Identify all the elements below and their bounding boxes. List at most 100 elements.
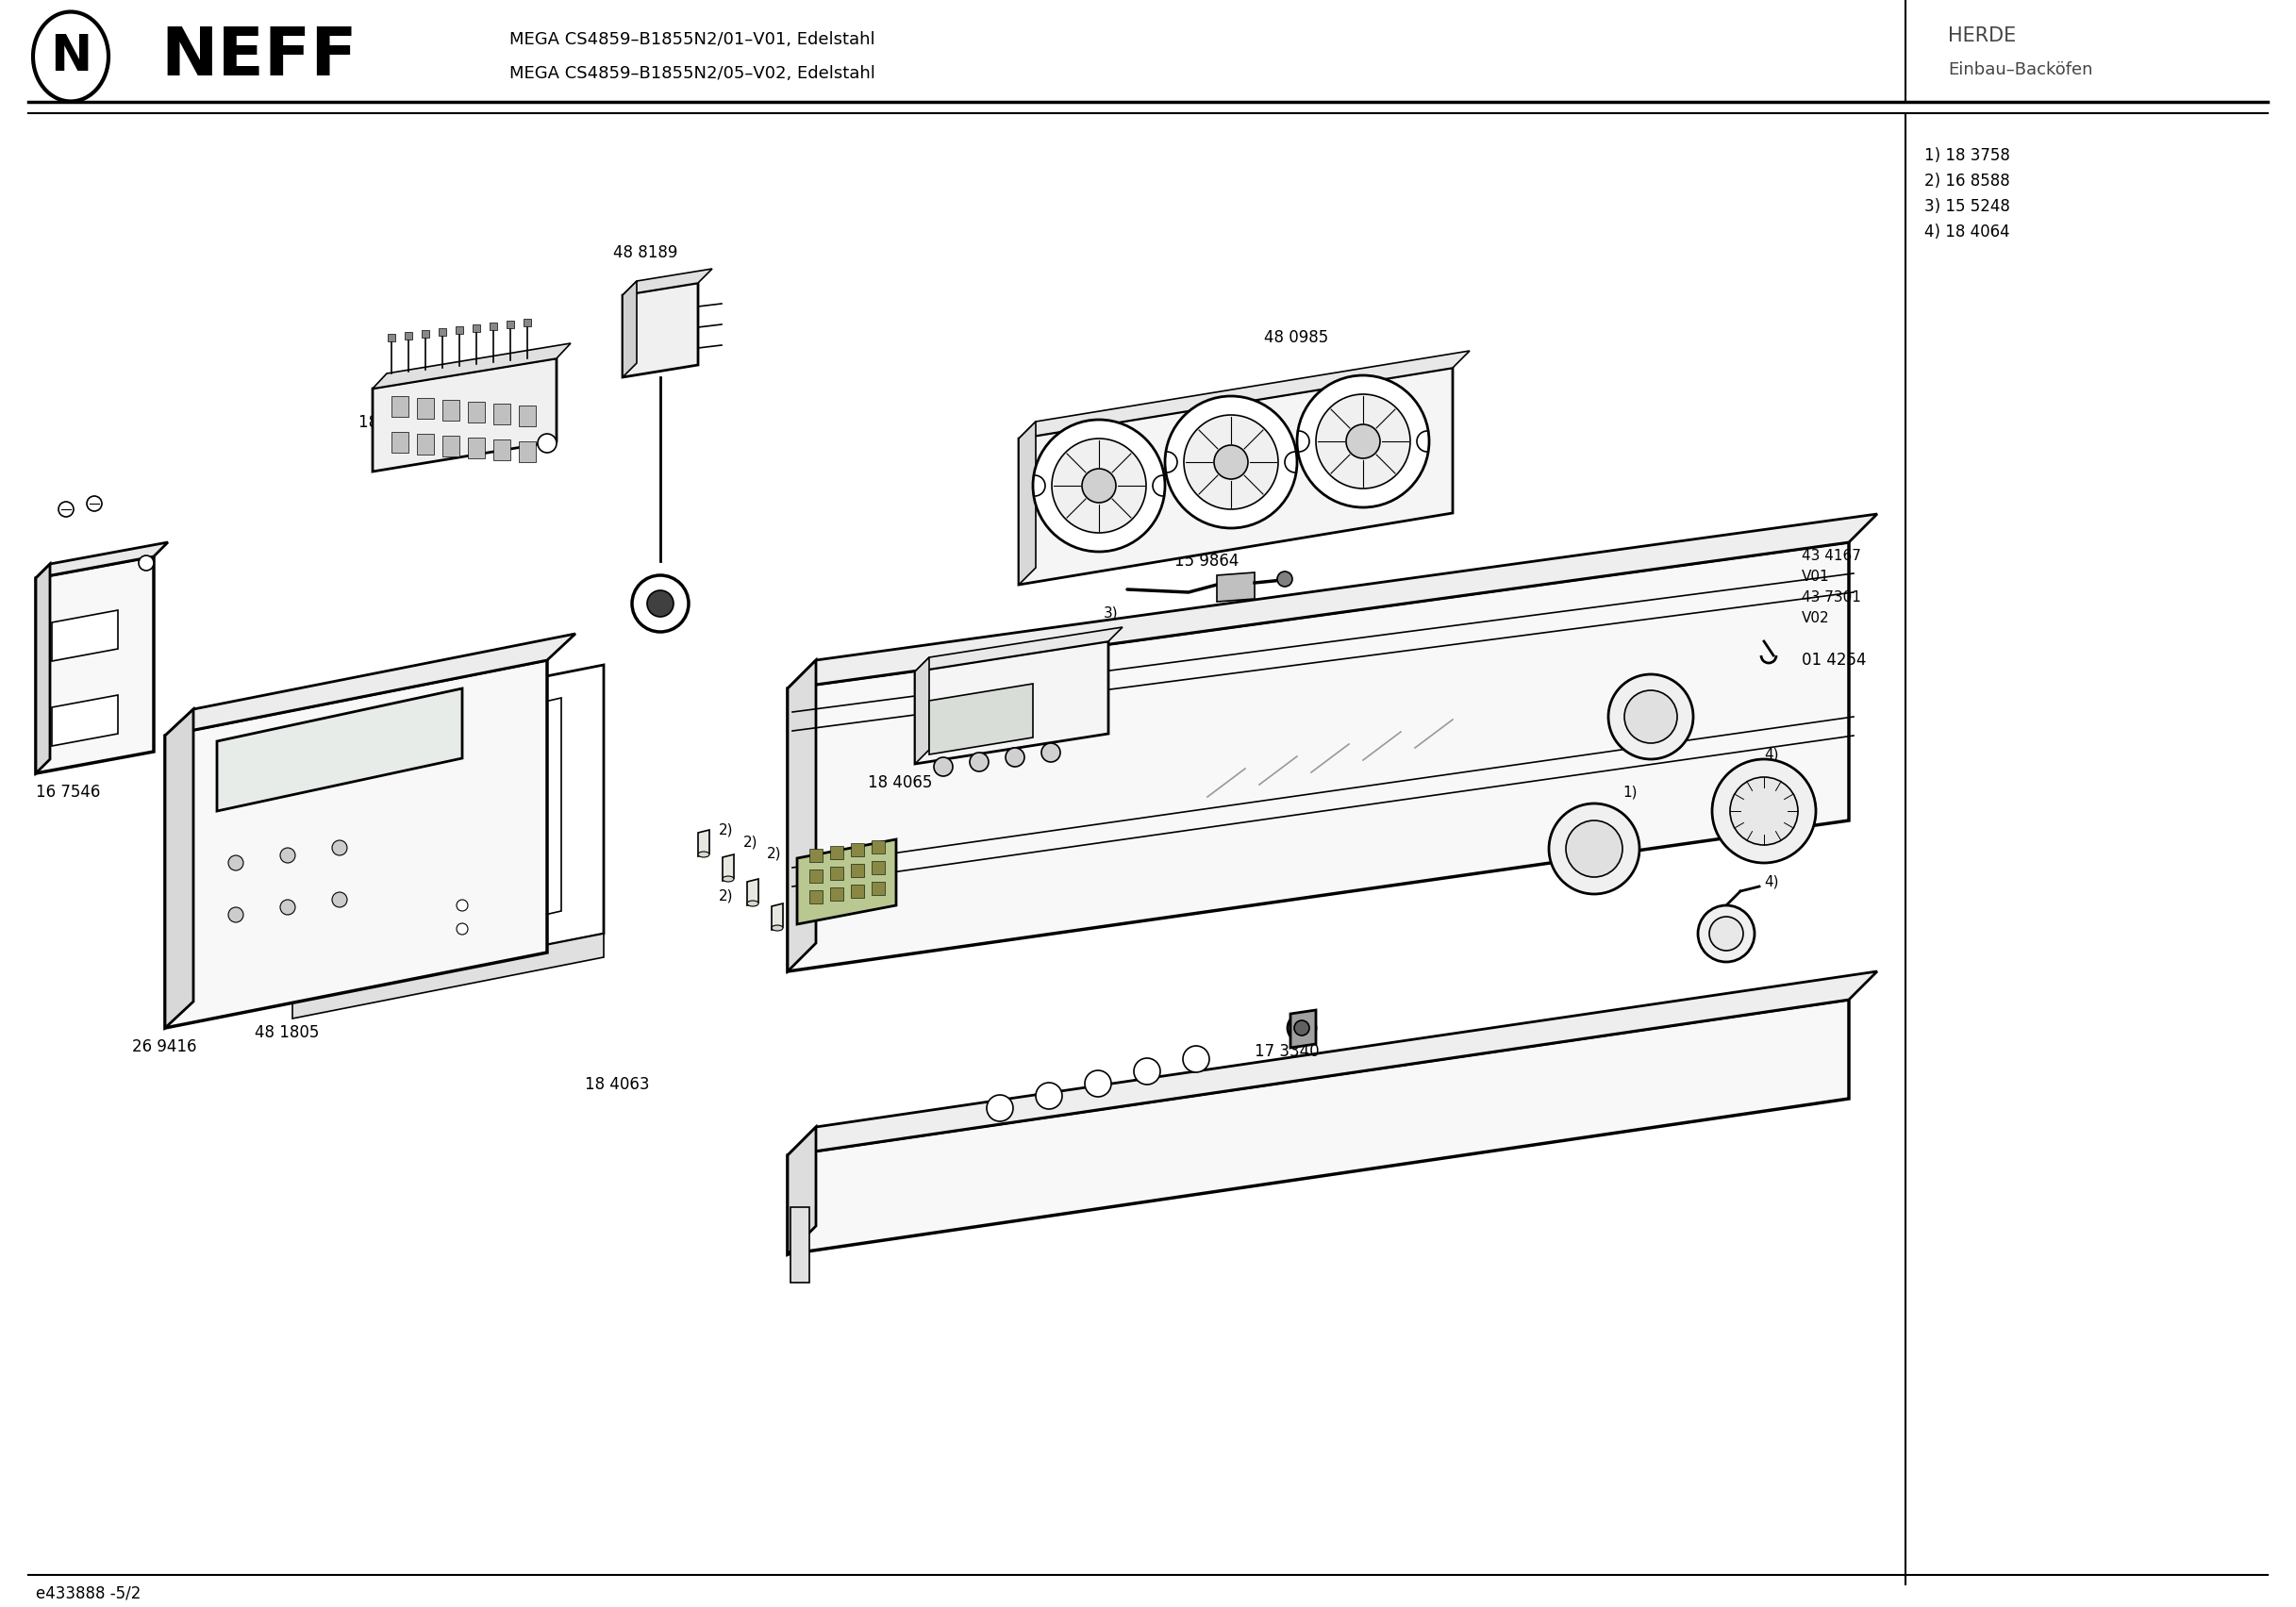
Polygon shape (797, 839, 895, 924)
Bar (810, 848, 822, 861)
Polygon shape (771, 903, 783, 930)
Bar (519, 442, 535, 463)
Text: HERDE: HERDE (1947, 26, 2016, 45)
Polygon shape (1019, 350, 1469, 439)
Bar (393, 432, 409, 453)
Text: 01 4254: 01 4254 (1802, 652, 1867, 669)
Circle shape (1713, 759, 1816, 863)
Ellipse shape (32, 11, 108, 101)
Circle shape (1297, 376, 1428, 508)
Text: 18 4063: 18 4063 (585, 1077, 650, 1093)
Bar (422, 329, 429, 337)
Bar (831, 866, 843, 881)
Circle shape (631, 575, 689, 632)
Polygon shape (292, 934, 604, 1019)
Text: 16 7546: 16 7546 (37, 784, 101, 800)
Bar (494, 439, 510, 460)
Text: 48 8189: 48 8189 (613, 244, 677, 262)
Bar (523, 318, 530, 326)
Circle shape (333, 892, 347, 908)
Polygon shape (622, 268, 712, 296)
Bar (810, 890, 822, 903)
Text: 4) 18 4064: 4) 18 4064 (1924, 223, 2009, 241)
Text: 1): 1) (1651, 681, 1665, 696)
Polygon shape (216, 688, 461, 812)
Polygon shape (1217, 572, 1254, 601)
Polygon shape (53, 696, 117, 746)
Text: 2): 2) (719, 889, 732, 903)
Bar (831, 887, 843, 900)
Text: 2) 16 8588: 2) 16 8588 (1924, 172, 2009, 190)
Text: N: N (51, 32, 92, 80)
Circle shape (1277, 572, 1293, 587)
Polygon shape (788, 971, 1878, 1155)
Bar (831, 845, 843, 860)
Polygon shape (37, 556, 154, 773)
Circle shape (987, 1094, 1013, 1122)
Circle shape (280, 848, 296, 863)
Bar (790, 1207, 810, 1282)
Text: Einbau–Backöfen: Einbau–Backöfen (1947, 61, 2092, 79)
Polygon shape (37, 542, 168, 579)
Ellipse shape (771, 926, 783, 930)
Bar (393, 395, 409, 416)
Text: e433888 -5/2: e433888 -5/2 (37, 1586, 140, 1602)
Bar (443, 435, 459, 456)
Bar (439, 328, 445, 336)
Polygon shape (165, 709, 193, 1028)
Circle shape (537, 434, 556, 453)
Polygon shape (372, 358, 556, 471)
Circle shape (1081, 469, 1116, 503)
Circle shape (87, 497, 101, 511)
Text: 17 3340: 17 3340 (1254, 1043, 1320, 1061)
Circle shape (333, 840, 347, 855)
Polygon shape (340, 697, 560, 963)
Polygon shape (1290, 1011, 1316, 1048)
Bar (519, 405, 535, 426)
Circle shape (1708, 916, 1743, 951)
Bar (872, 882, 884, 895)
Circle shape (1345, 424, 1380, 458)
Circle shape (280, 900, 296, 914)
Polygon shape (788, 660, 815, 971)
Circle shape (1729, 778, 1798, 845)
Circle shape (1699, 905, 1754, 963)
Bar (810, 869, 822, 882)
Bar (852, 884, 863, 898)
Bar (468, 437, 484, 458)
Polygon shape (1019, 368, 1453, 585)
Circle shape (1164, 395, 1297, 529)
Text: 00:00: 00:00 (319, 762, 360, 775)
Circle shape (1042, 742, 1061, 762)
Text: 48 0985: 48 0985 (1265, 329, 1329, 346)
Text: MEGA CS4859–B1855N2/05–V02, Edelstahl: MEGA CS4859–B1855N2/05–V02, Edelstahl (510, 64, 875, 82)
Circle shape (1033, 419, 1164, 551)
Polygon shape (53, 611, 117, 660)
Bar (418, 399, 434, 419)
Polygon shape (788, 514, 1878, 688)
Polygon shape (622, 281, 636, 378)
Bar (872, 861, 884, 874)
Bar (455, 326, 464, 334)
Text: 2): 2) (767, 847, 781, 861)
Circle shape (1566, 821, 1623, 877)
Circle shape (227, 855, 243, 871)
Bar (404, 333, 413, 339)
Circle shape (1288, 1014, 1316, 1041)
Polygon shape (746, 879, 758, 905)
Text: 43 7301: 43 7301 (1802, 591, 1862, 604)
Circle shape (57, 501, 73, 517)
Circle shape (138, 556, 154, 570)
Circle shape (934, 757, 953, 776)
Polygon shape (165, 633, 576, 736)
Polygon shape (916, 657, 930, 763)
Text: NEFF: NEFF (161, 24, 358, 88)
Polygon shape (372, 344, 572, 389)
Text: V01: V01 (1802, 570, 1830, 585)
Text: 43 4167: 43 4167 (1802, 550, 1862, 564)
Circle shape (1215, 445, 1249, 479)
Text: MEGA CS4859–B1855N2/01–V01, Edelstahl: MEGA CS4859–B1855N2/01–V01, Edelstahl (510, 31, 875, 48)
Bar (443, 400, 459, 421)
Circle shape (969, 752, 990, 771)
Polygon shape (788, 1000, 1848, 1255)
